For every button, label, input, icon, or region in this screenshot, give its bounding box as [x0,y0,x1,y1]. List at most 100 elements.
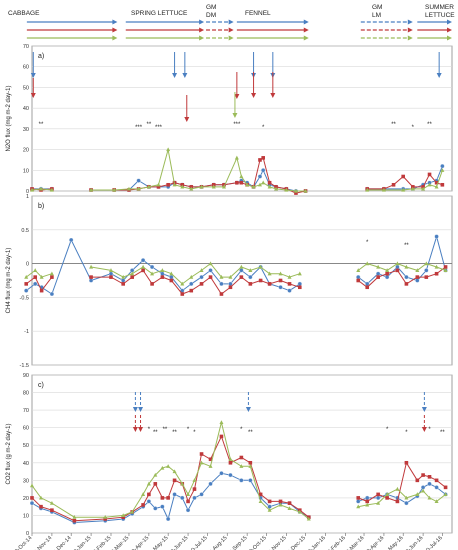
data-point-green [49,500,54,505]
significance-label: *** [233,122,241,128]
crop-arrow-spring-lettuce-red [125,27,205,33]
data-point-red [376,275,380,279]
crop-arrow-gm-lm-red-head [407,27,413,33]
fertilization-arrow-red-head [138,427,144,432]
x-tick-label: 10-Feb-15 [90,535,112,550]
significance-label: ** [427,122,432,128]
data-point-green [251,184,256,189]
data-point-red [141,268,145,273]
data-point-green [278,271,283,276]
y-tick-label: -0.5 [20,295,29,301]
data-point-green [150,271,155,276]
x-tick-label: 10-Apr-16 [364,535,386,550]
data-point-green [427,182,432,187]
data-point-green [381,187,386,192]
plot-frame [31,45,453,192]
data-point-blue [69,237,74,243]
data-point-blue [365,495,370,501]
data-point-green [89,264,94,269]
x-tick-label: 10-Sep-15 [226,535,248,550]
data-point-green [248,268,253,272]
y-tick-label: 0 [26,262,29,268]
y-tick-label: 30 [23,478,29,484]
data-point-green [365,187,370,192]
data-point-blue [165,516,171,522]
data-point-red [401,174,405,179]
data-point-green [287,506,292,511]
data-point-blue [208,481,213,486]
data-point-blue [160,271,165,276]
fertilization-arrow-blue [30,52,36,78]
data-point-red [385,271,389,276]
y-tick-label: 30 [23,127,29,133]
crop-arrow-cabbage-red-head [112,27,118,33]
crop-arrow-gm-dm-red-head [228,27,234,33]
data-point-red [156,185,161,189]
significance-label: * [412,125,415,131]
data-point-red [294,191,298,195]
data-point-green [199,184,204,189]
significance-label: ** [153,430,158,436]
data-point-blue [287,288,292,293]
y-tick-label: -1 [24,329,29,335]
y-tick-label: 40 [23,461,29,467]
data-point-red [404,282,409,286]
y-tick-label: 60 [23,65,29,71]
data-point-green [443,268,448,272]
data-point-green [146,184,151,189]
data-point-red [153,482,158,486]
fertilization-arrow-blue [132,392,138,412]
data-point-blue [440,163,445,169]
crop-arrow-spring-lettuce-green-head [199,35,205,41]
data-point-red [186,499,190,504]
data-point-blue [172,492,177,497]
data-point-green [126,186,131,191]
data-point-green [136,186,141,191]
data-point-red [443,485,448,490]
data-point-red [239,275,244,279]
data-point-green [376,264,381,269]
crop-arrow-gm-dm-red [206,27,234,33]
data-point-red [235,180,239,185]
crop-arrow-gm-lm-blue-head [407,19,413,25]
data-point-green [121,274,126,279]
data-point-green [108,268,113,272]
data-point-green [443,492,448,496]
data-point-red [72,518,77,523]
data-point-red [160,496,165,500]
data-point-red [239,455,244,460]
significance-label: ** [248,430,253,436]
data-point-red [166,182,170,187]
data-point-green [199,268,204,272]
data-point-blue [189,281,194,287]
data-point-green [440,168,445,172]
data-point-green [274,186,279,191]
data-point-red [297,285,302,290]
data-point-red [391,182,396,187]
fertilization-arrow-blue-head [30,73,36,78]
data-point-green [30,187,34,192]
crop-arrow-spring-lettuce-blue-head [199,19,205,25]
data-point-green [141,264,146,269]
fertilization-arrow-green [232,92,238,118]
data-point-green [267,271,272,276]
data-point-green [356,504,361,509]
data-point-green [303,188,308,193]
data-point-red [192,487,197,491]
series-line-blue [25,234,447,295]
data-point-blue [228,281,233,287]
fertilization-arrow-blue-head [138,407,144,412]
data-point-red [160,275,165,279]
data-point-red [219,434,224,439]
data-point-green [261,180,266,185]
fertilization-arrow-green-head [232,113,238,118]
y-tick-label: 70 [23,44,29,50]
x-tick-label: 10-Mar-16 [343,535,365,550]
x-axis: 10-Oct-1410-Nov-1410-Dec-1410-Jan-1510-F… [12,533,444,550]
x-tick-label: 10-May-15 [147,535,170,550]
series-line-blue [32,165,443,192]
significance-label: * [240,427,243,433]
crop-arrow-fennel-red-head [303,27,309,33]
data-point-green [130,271,135,276]
series-line-green [31,422,446,520]
